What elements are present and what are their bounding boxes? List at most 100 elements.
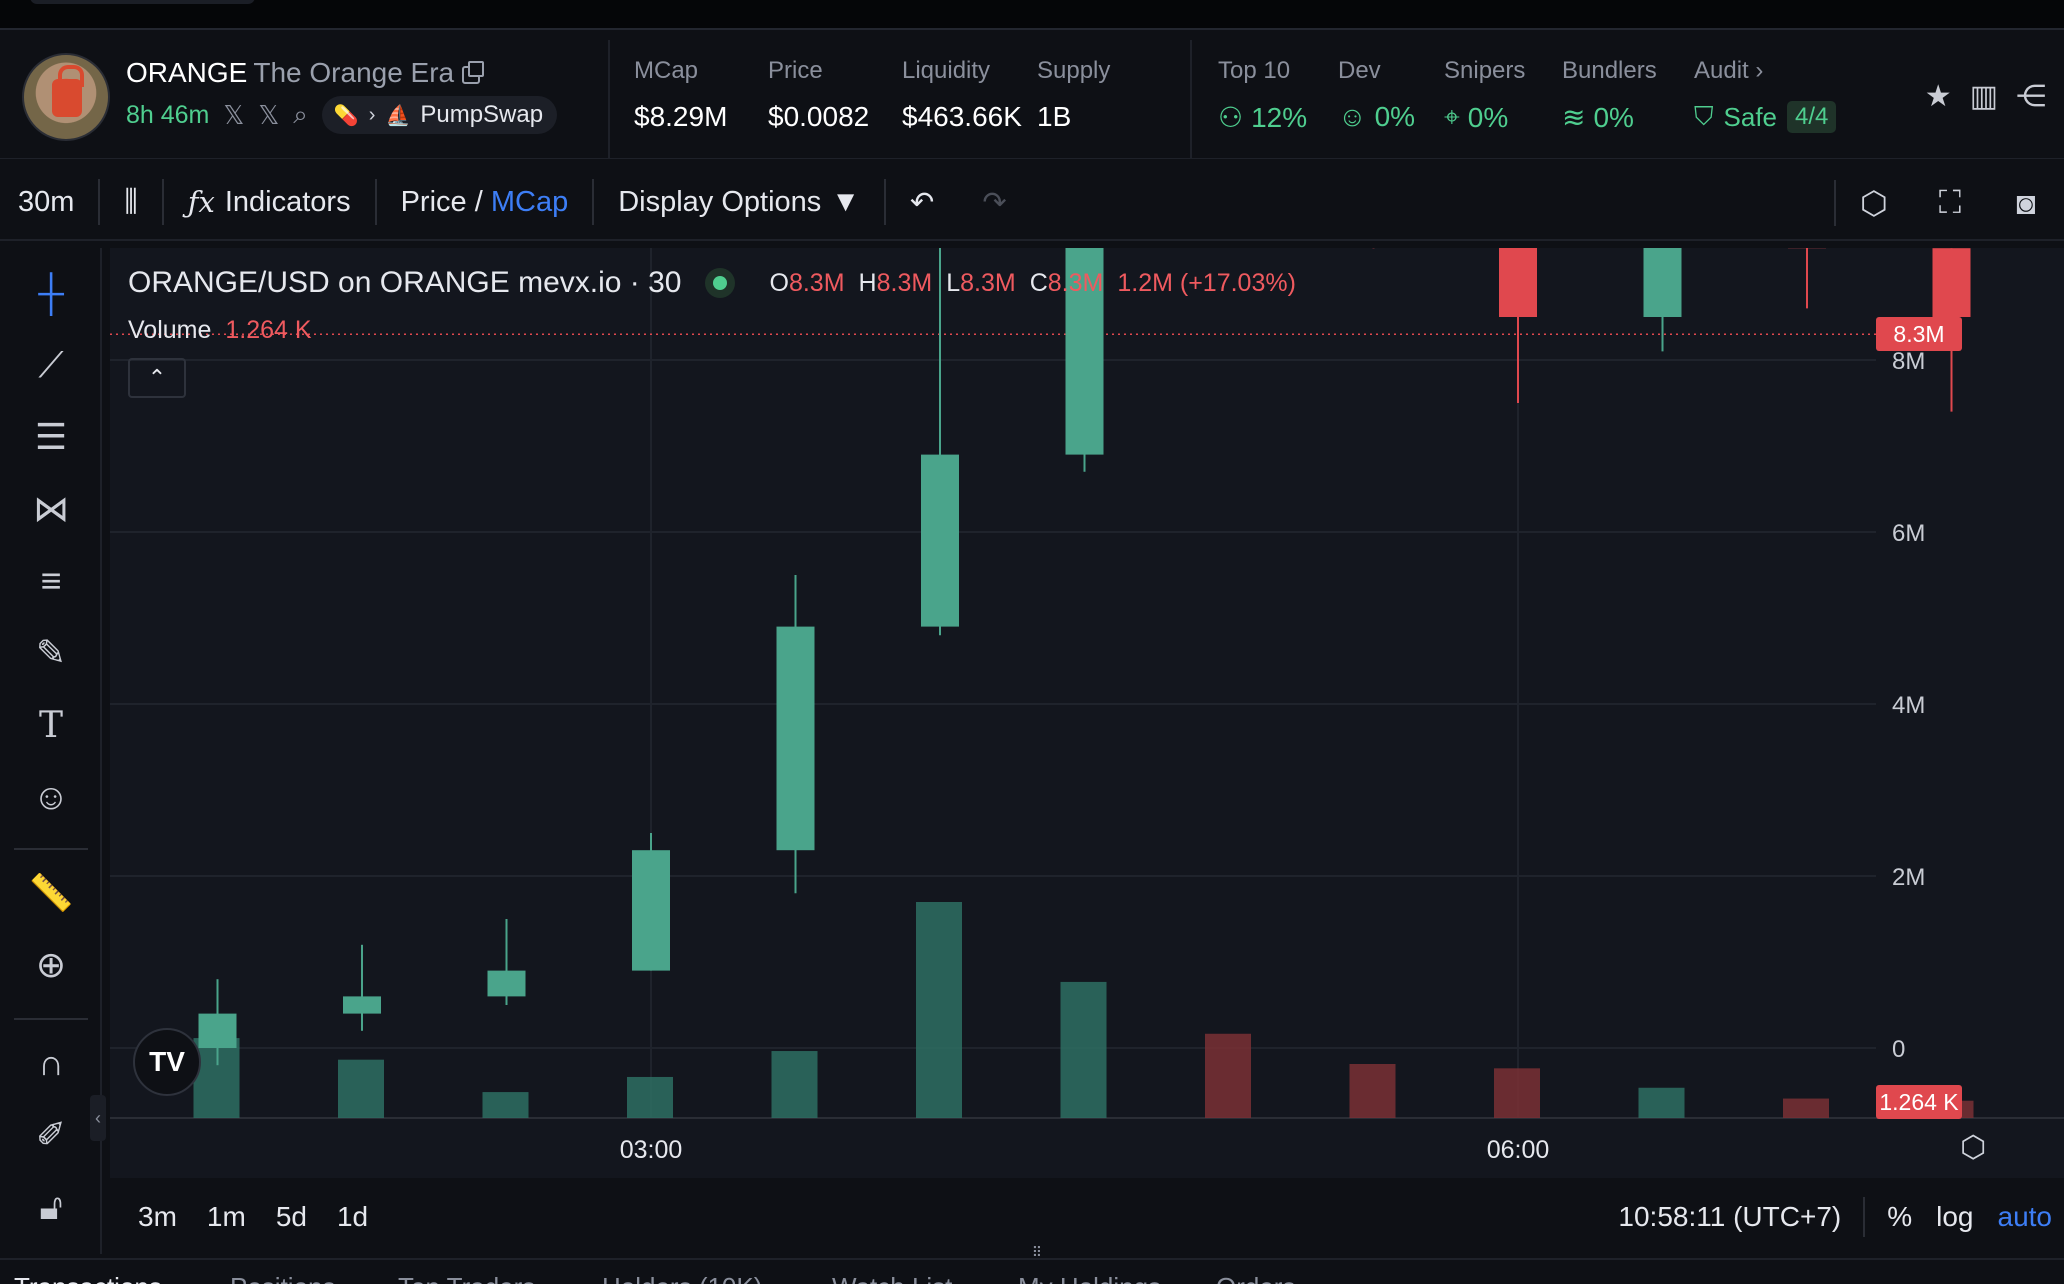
tab-transactions[interactable]: Transactions [14, 1272, 162, 1284]
stat-dev: Dev ☺ 0% [1338, 57, 1415, 133]
dex-name: PumpSwap [420, 101, 544, 128]
tab-top-traders[interactable]: Top Traders [398, 1272, 535, 1284]
stat-value: 12% [1251, 101, 1308, 133]
volume-bar [338, 1059, 384, 1118]
y-tick-label: 0 [1892, 1036, 1905, 1063]
interval-button[interactable]: 30m [18, 185, 75, 218]
ruler-icon[interactable]: 📏 [28, 872, 74, 913]
slash: / [466, 185, 491, 218]
range-3m[interactable]: 3m [138, 1201, 177, 1232]
x-search-icon[interactable]: 𝕏 [258, 99, 280, 130]
camera-icon[interactable]: ◙ [2016, 184, 2036, 221]
undo-button[interactable]: ↶ [886, 179, 958, 225]
close-label: C [1029, 268, 1048, 297]
redo-button[interactable]: ↷ [958, 179, 1030, 225]
audit-label: Audit [1694, 57, 1749, 84]
display-options-label: Display Options [618, 185, 822, 218]
range-1m[interactable]: 1m [206, 1201, 246, 1232]
auto-toggle[interactable]: auto [1997, 1201, 2053, 1232]
high-label: H [858, 268, 877, 297]
tab-holders[interactable]: Holders (10K) [602, 1272, 762, 1284]
divider [1863, 1197, 1866, 1237]
chart-legend: ORANGE/USD on ORANGE mevx.io · 30 O8.3M … [128, 266, 1296, 300]
prediction-icon[interactable]: ≡ [40, 560, 62, 601]
axis-settings-icon[interactable]: ⬡ [1960, 1131, 1987, 1164]
unlock-icon[interactable]: 🔓︎ [39, 1185, 63, 1227]
y-tick-label: 2M [1892, 864, 1925, 891]
magnet-icon[interactable]: ∩ [38, 1042, 64, 1083]
fullscreen-icon[interactable]: ⛶ [1938, 184, 1962, 220]
pill-icon: 💊 [333, 104, 359, 127]
tradingview-logo[interactable]: TV [133, 1028, 201, 1096]
low-value: 8.3M [960, 268, 1016, 297]
tab-watch-list[interactable]: Watch List [832, 1272, 952, 1284]
x-icon[interactable]: 𝕏 [223, 99, 245, 130]
stat-label: Bundlers [1562, 57, 1657, 84]
volume-bar [1783, 1098, 1829, 1118]
candle-body [1499, 93, 1537, 317]
chart-area[interactable]: 02M4M6M8M10M12M14M16M18M03:0006:0009:001… [110, 0, 2064, 1178]
user-icon: ☺ [1338, 101, 1367, 132]
stat-supply: Supply 1B [1037, 57, 1110, 133]
log-toggle[interactable]: log [1936, 1201, 1974, 1232]
tab-my-holdings[interactable]: My Holdings [1018, 1272, 1161, 1284]
tab-positions[interactable]: Positions [230, 1272, 336, 1284]
token-title: ORANGE The Orange Era [126, 57, 485, 89]
divider [374, 179, 377, 225]
lock-drawings-icon[interactable]: ✐ [35, 1114, 67, 1155]
brush-icon[interactable]: ✎ [35, 632, 67, 673]
stat-label: Price [768, 57, 823, 84]
zoom-in-icon[interactable]: ⊕ [35, 944, 67, 985]
volume-label: Volume [128, 316, 212, 344]
text-icon[interactable]: T [38, 704, 63, 746]
tab-orders[interactable]: Orders [1216, 1272, 1295, 1284]
close-value: 8.3M [1047, 268, 1104, 297]
y-tick-label: 8M [1892, 348, 1925, 375]
share-icon[interactable]: ⋲ [2016, 80, 2046, 113]
stat-bundlers: Bundlers ≋ 0% [1562, 57, 1657, 134]
range-1d[interactable]: 1d [336, 1201, 369, 1232]
divider [1190, 40, 1192, 158]
copy-icon[interactable] [462, 61, 485, 84]
dex-pill[interactable]: 💊 › ⛵ PumpSwap [321, 96, 558, 134]
users-icon: ⚇ [1218, 102, 1244, 133]
stat-mcap: MCap $8.29M [634, 57, 727, 133]
clock-time[interactable]: 10:58:11 (UTC+7) [1618, 1201, 1842, 1232]
star-icon[interactable]: ★ [1924, 80, 1952, 113]
volume-bar [1060, 981, 1107, 1118]
collapse-toolbar-button[interactable]: ‹ [90, 1095, 106, 1141]
range-5d[interactable]: 5d [275, 1201, 307, 1232]
token-full-name: The Orange Era [253, 57, 455, 88]
settings-icon[interactable]: ⬡ [1860, 185, 1888, 221]
ohlc-values: O8.3M H8.3M L8.3M C8.3M 1.2M (+17.03%) [769, 269, 1295, 298]
search-icon[interactable]: ⌕ [293, 99, 308, 129]
chart-add-icon[interactable]: ▥ [1969, 80, 1998, 113]
crosshair-icon[interactable]: ┼ [38, 272, 64, 313]
chevron-right-icon: › [1755, 57, 1764, 84]
divider [1834, 180, 1836, 226]
divider [161, 179, 164, 225]
divider [14, 848, 88, 850]
stat-value: $463.66K [902, 101, 1022, 132]
collapse-legend-button[interactable]: ⌃ [128, 358, 186, 398]
volume-bar [1349, 1064, 1396, 1118]
price-mcap-toggle[interactable]: Price / MCap [377, 179, 593, 225]
fib-lines-icon[interactable]: ☰ [34, 416, 68, 457]
emoji-icon[interactable]: ☺ [32, 776, 70, 817]
volume-value: 1.264 K [225, 316, 312, 344]
candle-body [632, 850, 670, 971]
stat-label: Liquidity [902, 57, 991, 84]
price-chart[interactable]: 02M4M6M8M10M12M14M16M18M03:0006:0009:001… [110, 0, 2064, 1178]
audit-status: Safe [1723, 101, 1778, 132]
percent-toggle[interactable]: % [1887, 1201, 1913, 1232]
top-pill [30, 0, 255, 4]
resize-handle-icon[interactable]: ⠿ [1031, 1244, 1043, 1260]
pattern-icon[interactable]: ⋈ [33, 488, 69, 529]
indicators-button[interactable]: ƒx Indicators [164, 179, 375, 225]
trendline-icon[interactable]: ⟋ [38, 343, 64, 385]
volume-bar [1638, 1087, 1685, 1118]
candle-type-button[interactable]: ⫼ [100, 179, 161, 225]
display-options-button[interactable]: Display Options ▼ [594, 179, 884, 225]
stat-value: $8.29M [634, 101, 728, 132]
stat-audit[interactable]: Audit › ⛉ Safe 4/4 [1694, 57, 1837, 133]
